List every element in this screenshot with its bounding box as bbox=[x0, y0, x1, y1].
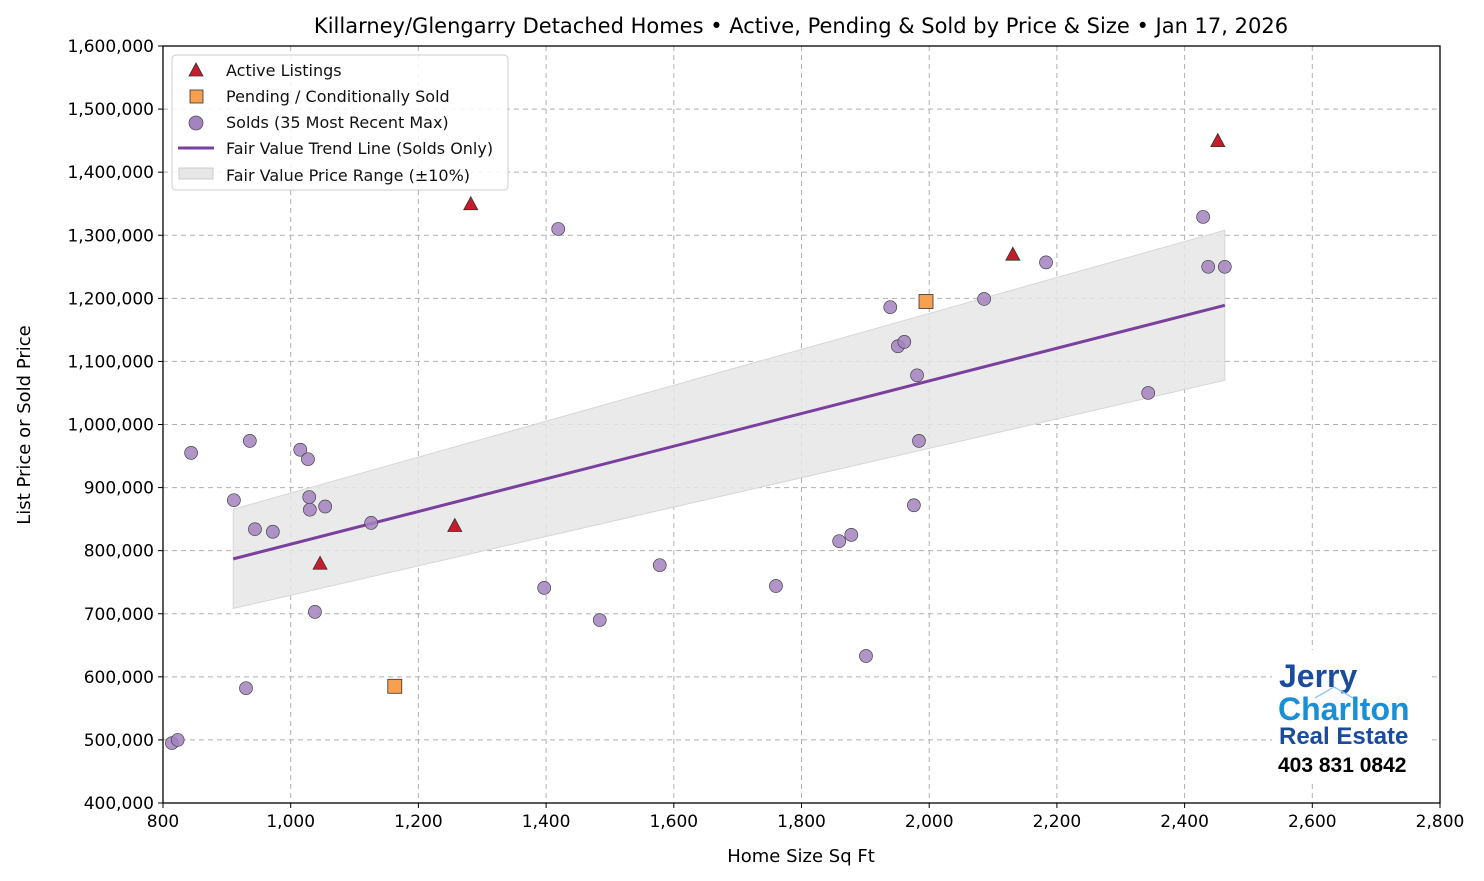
range-band bbox=[232, 229, 1226, 610]
brand-logo: Jerry Charlton Real Estate 403 831 0842 bbox=[1272, 650, 1432, 780]
y-axis-ticks: 400,000 500,000 600,000 700,000 800,000 900,0… bbox=[67, 37, 163, 814]
fair-value-range-band bbox=[232, 229, 1226, 610]
sold-point bbox=[844, 528, 859, 542]
sold-point bbox=[537, 581, 552, 595]
sold-point bbox=[652, 558, 667, 573]
sold-point bbox=[592, 613, 607, 627]
legend-trend: Fair Value Trend Line (Solds Only) bbox=[226, 139, 493, 158]
sold-point bbox=[248, 522, 262, 537]
active-point bbox=[312, 555, 328, 570]
y-tick-label: 1,400,000 bbox=[67, 163, 154, 183]
house-roof-icon bbox=[1314, 686, 1354, 699]
sold-point bbox=[912, 434, 926, 448]
active-point bbox=[1210, 132, 1226, 148]
sold-point bbox=[308, 605, 322, 619]
legend-range: Fair Value Price Range (±10%) bbox=[226, 166, 470, 185]
x-tick-label: 2,000 bbox=[905, 812, 954, 832]
pending-point bbox=[387, 678, 403, 694]
sold-point bbox=[883, 300, 898, 315]
x-tick-label: 800 bbox=[147, 812, 179, 832]
y-tick-label: 1,100,000 bbox=[67, 352, 154, 372]
sold-point bbox=[364, 516, 379, 530]
sold-point bbox=[1196, 210, 1210, 224]
sold-point bbox=[1217, 259, 1232, 274]
sold-point bbox=[242, 434, 257, 448]
sold-point bbox=[859, 649, 873, 663]
logo-line2: Charlton bbox=[1278, 691, 1410, 727]
sold-point bbox=[318, 499, 333, 514]
sold-point bbox=[227, 493, 241, 508]
y-tick-label: 600,000 bbox=[84, 668, 154, 688]
sold-point bbox=[551, 222, 566, 236]
legend-solds: Solds (35 Most Recent Max) bbox=[226, 113, 449, 132]
legend-circle-icon bbox=[188, 115, 204, 131]
legend: Active Listings Pending / Conditionally … bbox=[171, 54, 509, 191]
x-tick-label: 1,600 bbox=[649, 812, 698, 832]
sold-point bbox=[910, 368, 924, 383]
y-tick-label: 1,200,000 bbox=[67, 289, 154, 309]
sold-point bbox=[293, 442, 308, 457]
logo-phone: 403 831 0842 bbox=[1278, 754, 1406, 777]
y-tick-label: 400,000 bbox=[84, 794, 154, 814]
sold-point bbox=[184, 446, 198, 460]
chart-title: Killarney/Glengarry Detached Homes • Act… bbox=[314, 14, 1288, 38]
x-tick-label: 2,400 bbox=[1160, 812, 1209, 832]
y-tick-label: 1,000,000 bbox=[67, 416, 154, 436]
y-axis-label: List Price or Sold Price bbox=[14, 325, 35, 524]
trend-line-segment bbox=[232, 303, 1226, 561]
sold-point bbox=[907, 498, 921, 513]
sold-point bbox=[301, 452, 315, 467]
legend-pending: Pending / Conditionally Sold bbox=[226, 87, 450, 106]
sold-point bbox=[239, 681, 253, 696]
legend-active: Active Listings bbox=[226, 61, 342, 80]
y-tick-label: 500,000 bbox=[84, 731, 154, 751]
legend-triangle-icon bbox=[188, 62, 204, 77]
x-axis-ticks: 800 1,000 1,200 1,400 1,600 1,800 2,000 2,200 2,… bbox=[147, 803, 1465, 832]
sold-point bbox=[1039, 255, 1053, 270]
x-tick-label: 1,800 bbox=[777, 812, 826, 832]
y-tick-label: 1,300,000 bbox=[67, 226, 154, 246]
logo-line1: Jerry bbox=[1279, 658, 1358, 694]
logo-line3: Real Estate bbox=[1279, 723, 1408, 750]
x-tick-label: 1,000 bbox=[266, 812, 315, 832]
x-tick-label: 1,200 bbox=[394, 812, 443, 832]
active-point bbox=[463, 195, 479, 211]
y-tick-label: 1,500,000 bbox=[67, 100, 154, 120]
y-tick-label: 800,000 bbox=[84, 542, 154, 562]
legend-square-icon bbox=[189, 89, 204, 104]
sold-point bbox=[897, 335, 912, 349]
y-tick-label: 700,000 bbox=[84, 605, 154, 625]
pending-point bbox=[918, 294, 934, 309]
x-axis-label: Home Size Sq Ft bbox=[727, 846, 875, 867]
sold-point bbox=[1141, 386, 1156, 400]
trend-line bbox=[232, 303, 1226, 561]
x-tick-label: 1,400 bbox=[522, 812, 571, 832]
sold-point bbox=[303, 502, 317, 517]
y-tick-label: 1,600,000 bbox=[67, 37, 154, 57]
sold-point bbox=[832, 534, 847, 549]
active-point bbox=[1005, 246, 1021, 261]
x-tick-label: 2,800 bbox=[1416, 812, 1465, 832]
sold-point bbox=[170, 733, 185, 747]
sold-point bbox=[977, 292, 991, 306]
x-tick-label: 2,600 bbox=[1288, 812, 1337, 832]
legend-band-icon bbox=[178, 167, 214, 180]
data-points bbox=[165, 132, 1232, 750]
sold-point bbox=[769, 579, 783, 593]
y-tick-label: 900,000 bbox=[84, 479, 154, 499]
sold-point bbox=[1201, 259, 1216, 274]
sold-point bbox=[302, 490, 317, 504]
sold-point bbox=[265, 524, 280, 539]
active-point bbox=[447, 517, 463, 532]
x-tick-label: 2,200 bbox=[1033, 812, 1082, 832]
